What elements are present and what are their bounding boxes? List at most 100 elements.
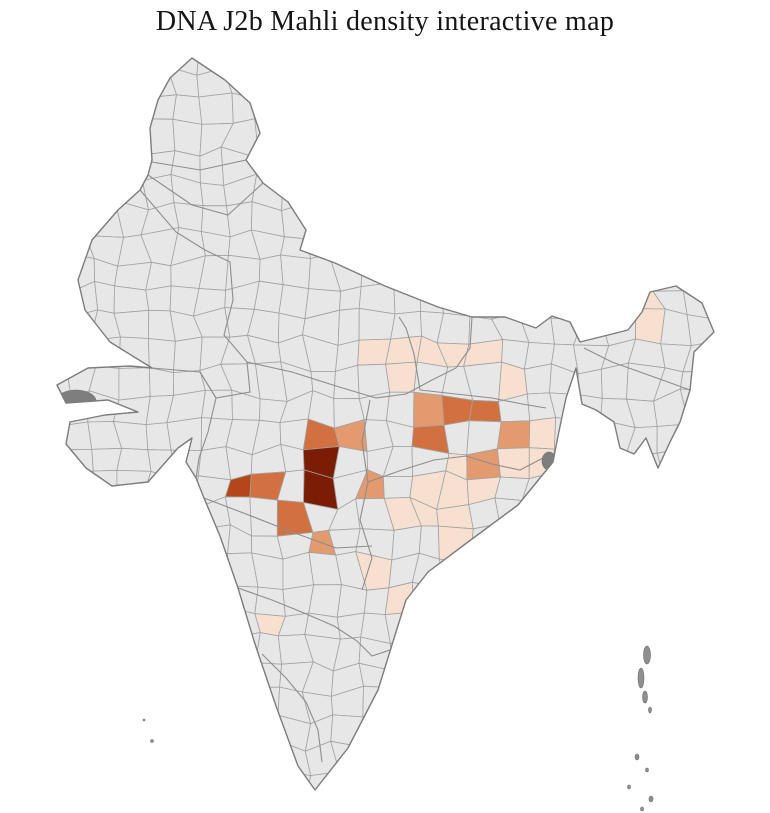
district-cell[interactable] xyxy=(114,261,153,291)
district-cell[interactable] xyxy=(166,40,200,76)
state-border-line xyxy=(237,587,397,657)
district-cell[interactable] xyxy=(438,558,471,590)
district-cell[interactable] xyxy=(436,504,474,530)
district-cell[interactable] xyxy=(141,118,176,156)
district-cell[interactable] xyxy=(166,417,203,451)
state-border-line xyxy=(359,399,373,591)
district-cell[interactable] xyxy=(656,423,690,454)
district-cell[interactable] xyxy=(281,173,308,212)
island xyxy=(642,690,648,704)
district-cell[interactable] xyxy=(419,282,445,314)
district-cell[interactable] xyxy=(656,447,688,482)
state-borders xyxy=(139,159,691,763)
district-cell[interactable] xyxy=(308,584,342,618)
district-cell[interactable] xyxy=(600,362,629,400)
district-cell[interactable] xyxy=(113,285,150,314)
district-cell[interactable] xyxy=(491,281,529,321)
district-cell[interactable] xyxy=(249,96,287,122)
district-cell[interactable] xyxy=(280,254,311,290)
district-cell[interactable] xyxy=(357,338,392,366)
district-cell[interactable] xyxy=(85,469,118,507)
district-cell[interactable] xyxy=(59,470,94,502)
district-cell[interactable] xyxy=(253,280,284,314)
state-border-line xyxy=(195,371,217,479)
district-cell[interactable] xyxy=(198,92,234,125)
district-cell[interactable] xyxy=(85,199,125,238)
state-border-line xyxy=(367,455,544,483)
district-cell[interactable] xyxy=(679,388,714,428)
district-cell[interactable] xyxy=(112,396,151,426)
district-cell[interactable] xyxy=(382,475,414,499)
district-cell[interactable] xyxy=(254,632,283,665)
district-cell[interactable] xyxy=(116,447,152,472)
district-cell[interactable] xyxy=(199,182,227,207)
district-cell[interactable] xyxy=(633,260,655,293)
district-cell[interactable] xyxy=(496,420,531,450)
lakshadweep-islands xyxy=(142,718,154,743)
district-cell[interactable] xyxy=(89,336,121,369)
district-cell[interactable] xyxy=(197,446,232,481)
island xyxy=(150,739,154,743)
island xyxy=(645,767,649,773)
state-border-line xyxy=(398,316,421,391)
district-cell[interactable] xyxy=(384,611,415,645)
district-cell[interactable] xyxy=(496,447,530,480)
district-cell[interactable] xyxy=(118,367,151,401)
district-cell[interactable] xyxy=(254,586,286,617)
district-cell[interactable] xyxy=(113,309,150,339)
district-cell[interactable] xyxy=(576,368,603,399)
district-cell[interactable] xyxy=(358,662,394,689)
district-cell[interactable] xyxy=(148,367,175,397)
district-cell[interactable] xyxy=(528,417,557,450)
island xyxy=(627,784,631,790)
district-cell[interactable] xyxy=(254,118,287,159)
district-cell[interactable] xyxy=(279,770,312,799)
district-cell[interactable] xyxy=(469,282,504,320)
district-cell[interactable] xyxy=(523,363,552,395)
district-cell[interactable] xyxy=(60,421,93,451)
district-cell[interactable] xyxy=(94,280,115,314)
district-cell[interactable] xyxy=(142,94,177,120)
district-cell[interactable] xyxy=(385,335,423,365)
district-cell[interactable] xyxy=(282,551,315,590)
district-cell[interactable] xyxy=(468,399,502,423)
district-cell[interactable] xyxy=(550,280,584,321)
district-cell[interactable] xyxy=(363,587,390,616)
island xyxy=(637,667,645,689)
district-cell[interactable] xyxy=(385,361,418,393)
district-cell[interactable] xyxy=(61,448,94,476)
district-cell[interactable] xyxy=(281,203,308,240)
district-cell[interactable] xyxy=(438,282,472,317)
island xyxy=(648,795,654,803)
district-cell[interactable] xyxy=(204,553,230,587)
district-cell[interactable] xyxy=(411,581,447,615)
district-cell[interactable] xyxy=(252,662,283,688)
district-cell[interactable] xyxy=(172,336,203,374)
district-cell[interactable] xyxy=(116,469,152,507)
island xyxy=(142,718,146,722)
district-cell[interactable] xyxy=(145,285,172,312)
district-cell[interactable] xyxy=(413,391,445,428)
district-cell[interactable] xyxy=(358,307,396,341)
district-cell[interactable] xyxy=(258,254,284,286)
state-border-line xyxy=(261,653,323,763)
state-border-line xyxy=(203,497,373,549)
map-title: DNA J2b Mahli density interactive map xyxy=(155,6,615,37)
district-cell[interactable] xyxy=(551,446,584,474)
district-cell[interactable] xyxy=(60,309,99,342)
district-cell[interactable] xyxy=(337,307,360,346)
district-cell[interactable] xyxy=(336,612,365,640)
district-cell[interactable] xyxy=(172,118,203,157)
district-cell[interactable] xyxy=(201,389,233,420)
district-cell[interactable] xyxy=(390,310,423,340)
state-border-line xyxy=(147,174,264,216)
district-cell[interactable] xyxy=(362,713,393,750)
district-cell[interactable] xyxy=(517,281,558,319)
district-cell[interactable] xyxy=(686,314,719,347)
district-cell[interactable] xyxy=(494,497,523,534)
district-cell[interactable] xyxy=(175,475,199,510)
district-cell[interactable] xyxy=(306,238,338,260)
district-cell[interactable] xyxy=(223,632,261,664)
district-cell[interactable] xyxy=(437,525,474,564)
